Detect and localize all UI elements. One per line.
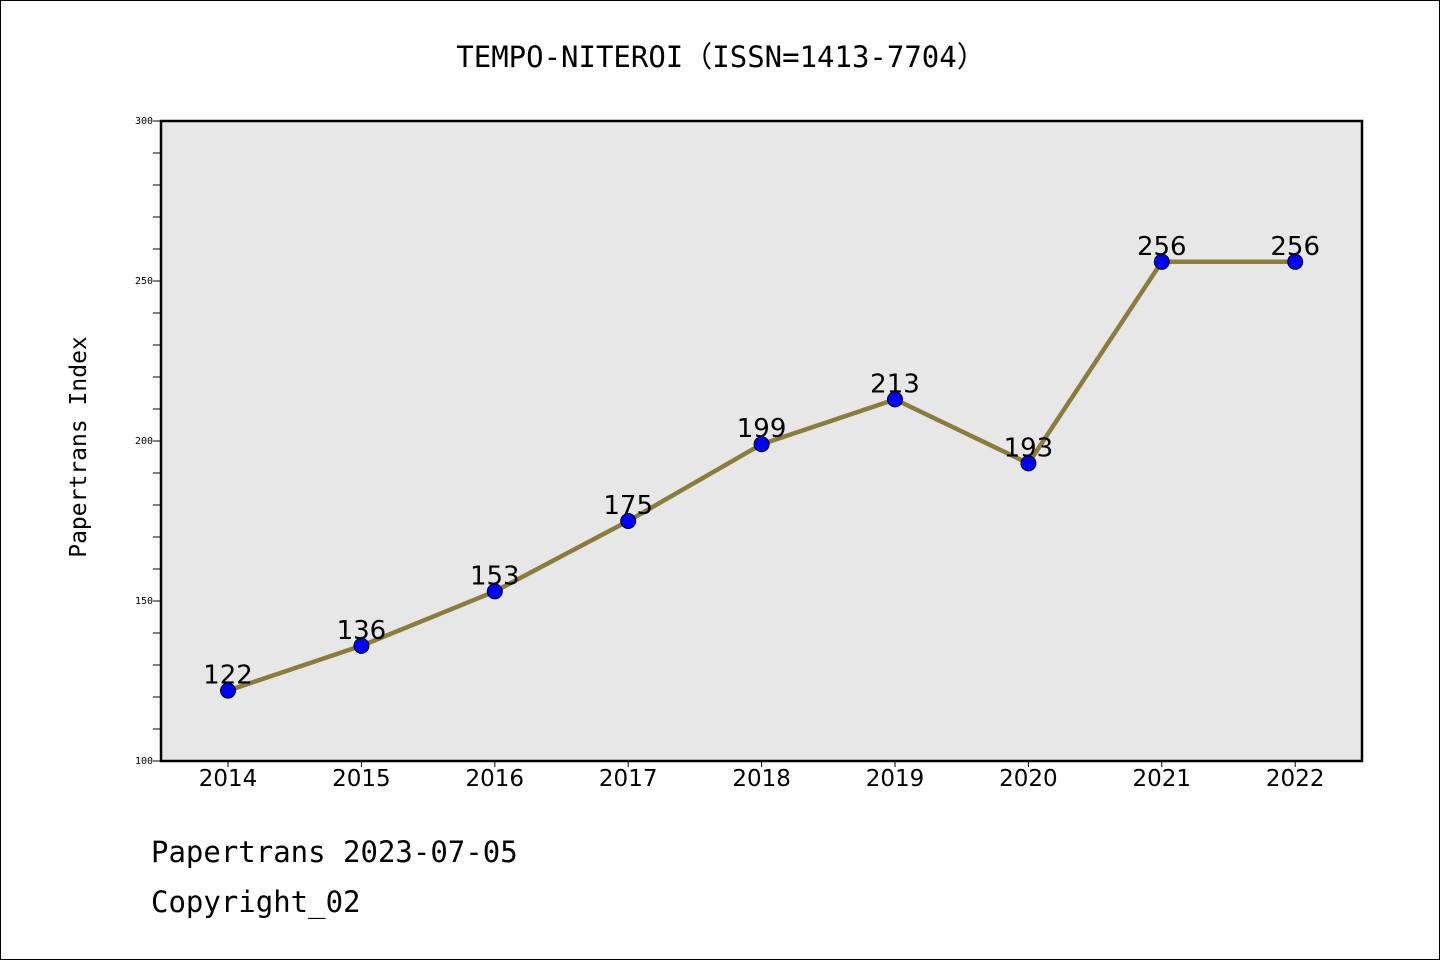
- data-point: [353, 637, 370, 654]
- y-tick-label: 100: [135, 756, 153, 767]
- data-label: 256: [1270, 232, 1320, 262]
- x-axis: 2014 2015 2016 2017 2018 2019 2020 2021 2022: [199, 761, 1325, 792]
- data-label: 256: [1137, 232, 1187, 262]
- y-tick-label: 250: [135, 276, 153, 287]
- y-axis-label: Papertrans Index: [66, 336, 92, 558]
- series-layer: [220, 253, 1304, 699]
- x-tick-label: 2017: [599, 766, 658, 792]
- data-point: [1020, 455, 1037, 472]
- data-point: [887, 391, 903, 408]
- footer-date: Papertrans 2023-07-05: [151, 835, 518, 869]
- data-label: 213: [870, 369, 920, 399]
- data-point: [220, 682, 236, 699]
- data-label: 199: [737, 414, 787, 444]
- x-tick-label: 2018: [732, 766, 791, 792]
- data-label: 136: [337, 616, 387, 646]
- footer-copyright: Copyright_02: [151, 885, 361, 919]
- y-tick-label: 150: [135, 596, 153, 607]
- data-label: 153: [470, 561, 520, 591]
- data-point: [1153, 253, 1170, 270]
- data-point: [1287, 253, 1304, 270]
- x-tick-label: 2016: [466, 766, 525, 792]
- data-labels: 122 136 153 175 199 213 193 256 256: [203, 232, 1320, 691]
- data-point: [753, 436, 770, 453]
- data-point: [486, 583, 503, 600]
- data-label: 175: [603, 491, 653, 521]
- chart-title: TEMPO-NITEROI（ISSN=1413-7704）: [456, 40, 985, 74]
- y-tick-label: 300: [135, 116, 153, 127]
- x-tick-label: 2019: [866, 766, 925, 792]
- data-point: [620, 513, 637, 529]
- x-tick-label: 2021: [1133, 766, 1192, 792]
- x-tick-label: 2015: [332, 766, 391, 792]
- y-tick-label: 200: [135, 436, 153, 447]
- x-tick-label: 2022: [1266, 766, 1325, 792]
- data-label: 193: [1004, 433, 1054, 463]
- plot-border: [159, 119, 1364, 763]
- y-axis: 100 150 200 250 300: [135, 116, 161, 767]
- x-tick-label: 2014: [199, 766, 258, 792]
- data-label: 122: [203, 661, 253, 691]
- x-tick-label: 2020: [999, 766, 1058, 792]
